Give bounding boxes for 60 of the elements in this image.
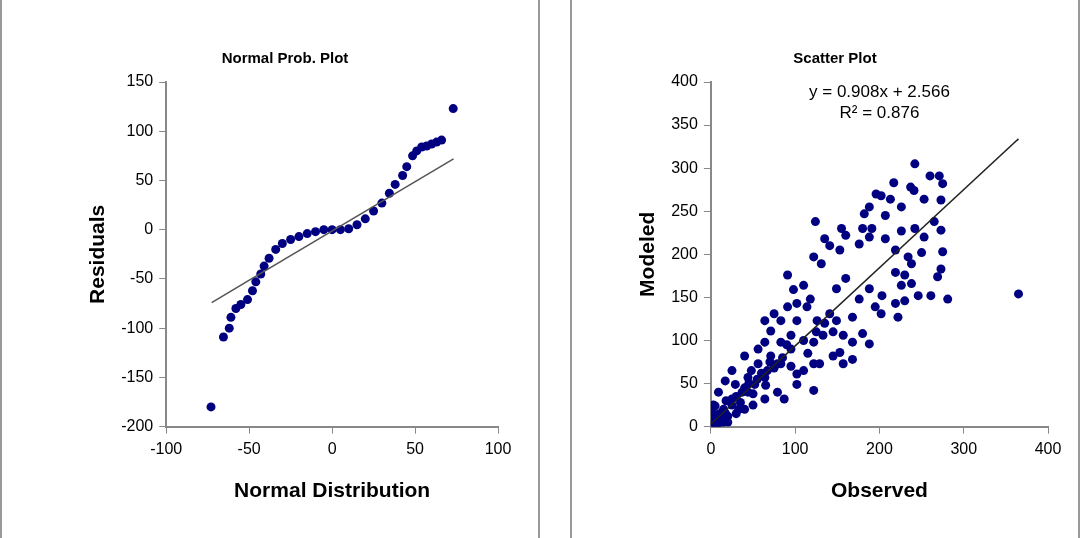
point [360, 214, 370, 224]
point [344, 224, 354, 234]
x-tick-label: 0 [327, 439, 337, 457]
point [302, 229, 312, 239]
point [226, 312, 236, 322]
y-tick-label: 200 [671, 244, 698, 262]
y-tick-label: 0 [688, 417, 698, 435]
point [259, 261, 269, 271]
point [264, 253, 274, 263]
y-tick-label: -50 [130, 269, 154, 287]
y-tick-label: 50 [680, 373, 698, 391]
point [286, 235, 296, 245]
chart-title: Scatter Plot [793, 49, 877, 67]
y-tick-label: -200 [121, 417, 154, 435]
y-tick-label: 100 [126, 121, 154, 139]
point [352, 220, 362, 230]
point [294, 232, 304, 242]
point [319, 225, 329, 235]
point [398, 171, 408, 181]
point [236, 300, 246, 310]
point [224, 323, 234, 333]
x-tick-label: -100 [150, 439, 183, 457]
y-tick-label: 400 [671, 72, 698, 90]
y-tick-label: 50 [135, 170, 154, 188]
y-axis-title: Modeled [635, 211, 659, 297]
point [271, 244, 281, 254]
y-axis-title: Residuals [85, 204, 109, 304]
x-tick-label: 50 [406, 439, 425, 457]
point [437, 135, 447, 145]
x-tick-label: 300 [950, 439, 978, 457]
y-tick-label: 150 [671, 287, 698, 305]
point [390, 179, 400, 189]
point [402, 162, 412, 172]
point [206, 402, 216, 412]
x-tick-label: 400 [1034, 439, 1062, 457]
point [243, 295, 253, 305]
chart-title: Normal Prob. Plot [221, 49, 349, 67]
x-tick-label: 100 [484, 439, 512, 457]
x-axis-title: Observed [831, 478, 928, 502]
x-tick-label: 200 [866, 439, 893, 457]
y-tick-label: 300 [671, 158, 698, 176]
y-tick-label: 0 [144, 220, 154, 238]
x-tick-label: -50 [237, 439, 261, 457]
point [448, 104, 458, 114]
annotation: y = 0.908x + 2.566 [809, 82, 950, 102]
y-tick-label: -100 [121, 318, 154, 336]
y-tick-label: -150 [121, 367, 154, 385]
y-tick-label: 150 [126, 72, 154, 90]
x-axis-title: Normal Distribution [234, 478, 431, 502]
point [251, 277, 261, 287]
point [311, 227, 321, 237]
y-tick-label: 100 [671, 330, 698, 348]
point [247, 286, 257, 296]
point [277, 238, 287, 248]
x-tick-label: 100 [781, 439, 809, 457]
y-tick-label: 350 [671, 115, 698, 133]
annotation: R² = 0.876 [839, 103, 920, 123]
point [218, 332, 228, 342]
x-tick-label: 0 [706, 439, 716, 457]
y-tick-label: 250 [671, 201, 698, 219]
